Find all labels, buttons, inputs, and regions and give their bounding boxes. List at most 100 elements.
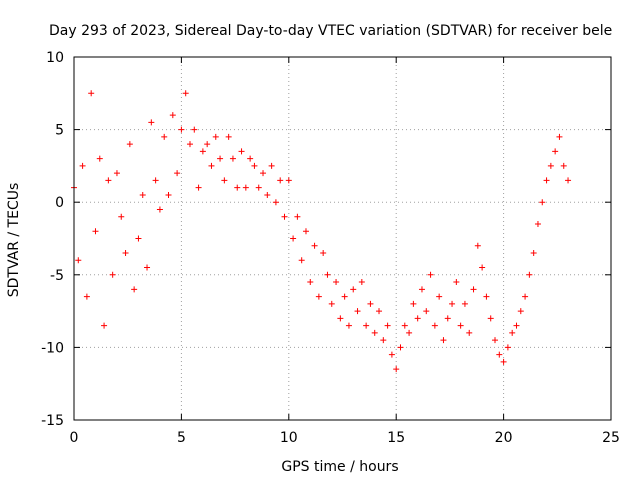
x-axis-label: GPS time / hours xyxy=(281,459,398,475)
data-point xyxy=(251,162,258,169)
data-point xyxy=(513,322,520,329)
data-point xyxy=(217,155,224,162)
data-point xyxy=(401,322,408,329)
data-point xyxy=(354,308,361,315)
data-point xyxy=(341,293,348,300)
data-point xyxy=(290,235,297,242)
data-point xyxy=(328,300,335,307)
data-point xyxy=(367,300,374,307)
data-point xyxy=(260,170,267,177)
data-point xyxy=(492,337,499,344)
data-point xyxy=(453,279,460,286)
data-point xyxy=(311,242,318,249)
data-point xyxy=(440,337,447,344)
data-point xyxy=(393,366,400,373)
data-point xyxy=(225,133,232,140)
data-point xyxy=(152,177,159,184)
data-point xyxy=(504,344,511,351)
data-point xyxy=(174,170,181,177)
data-point xyxy=(75,257,82,264)
y-tick-label: -5 xyxy=(50,268,64,284)
y-tick-label: 0 xyxy=(55,195,64,211)
data-point xyxy=(208,162,215,169)
data-point xyxy=(320,250,327,257)
data-point xyxy=(307,279,314,286)
data-point xyxy=(457,322,464,329)
data-point xyxy=(436,293,443,300)
data-point xyxy=(333,279,340,286)
x-tick-label: 20 xyxy=(495,430,513,446)
data-point xyxy=(109,271,116,278)
data-point xyxy=(165,191,172,198)
data-markers xyxy=(71,90,572,373)
data-point xyxy=(371,329,378,336)
axis-tick-labels: 0 5 10 15 20 25 -15 -10 -5 0 5 10 xyxy=(41,50,620,446)
x-tick-label: 25 xyxy=(602,430,620,446)
data-point xyxy=(268,162,275,169)
data-point xyxy=(105,177,112,184)
data-point xyxy=(350,286,357,293)
data-point xyxy=(397,344,404,351)
data-point xyxy=(345,322,352,329)
data-point xyxy=(423,308,430,315)
data-point xyxy=(526,271,533,278)
data-point xyxy=(427,271,434,278)
x-tick-label: 0 xyxy=(70,430,79,446)
data-point xyxy=(474,242,481,249)
data-point xyxy=(337,315,344,322)
data-point xyxy=(414,315,421,322)
data-point xyxy=(83,293,90,300)
y-tick-label: -10 xyxy=(41,340,64,356)
data-point xyxy=(96,155,103,162)
data-point xyxy=(449,300,456,307)
data-point xyxy=(122,250,129,257)
data-point xyxy=(92,228,99,235)
data-point xyxy=(302,228,309,235)
data-point xyxy=(126,141,133,148)
data-point xyxy=(156,206,163,213)
data-point xyxy=(101,322,108,329)
data-point xyxy=(556,133,563,140)
data-point xyxy=(358,279,365,286)
data-point xyxy=(131,286,138,293)
data-point xyxy=(186,141,193,148)
data-point xyxy=(324,271,331,278)
chart-title: Day 293 of 2023, Sidereal Day-to-day VTE… xyxy=(49,23,612,39)
data-point xyxy=(272,199,279,206)
data-point xyxy=(534,220,541,227)
data-point xyxy=(509,329,516,336)
y-tick-label: 5 xyxy=(55,123,64,139)
data-point xyxy=(79,162,86,169)
data-point xyxy=(487,315,494,322)
data-point xyxy=(376,308,383,315)
data-point xyxy=(431,322,438,329)
data-point xyxy=(238,148,245,155)
data-point xyxy=(88,90,95,97)
data-point xyxy=(410,300,417,307)
data-point xyxy=(380,337,387,344)
data-point xyxy=(182,90,189,97)
data-point xyxy=(264,191,271,198)
data-point xyxy=(461,300,468,307)
data-point xyxy=(234,184,241,191)
data-point xyxy=(543,177,550,184)
data-point xyxy=(539,199,546,206)
data-point xyxy=(242,184,249,191)
data-point xyxy=(294,213,301,220)
plot-frame xyxy=(73,56,612,421)
data-point xyxy=(565,177,572,184)
grid xyxy=(74,57,611,420)
data-point xyxy=(229,155,236,162)
data-point xyxy=(500,358,507,365)
data-point xyxy=(530,250,537,257)
data-point xyxy=(221,177,228,184)
data-point xyxy=(444,315,451,322)
data-point xyxy=(552,148,559,155)
axis-ticks xyxy=(73,56,612,421)
data-point xyxy=(255,184,262,191)
x-tick-label: 15 xyxy=(387,430,405,446)
data-point xyxy=(496,351,503,358)
data-point xyxy=(479,264,486,271)
data-point xyxy=(113,170,120,177)
